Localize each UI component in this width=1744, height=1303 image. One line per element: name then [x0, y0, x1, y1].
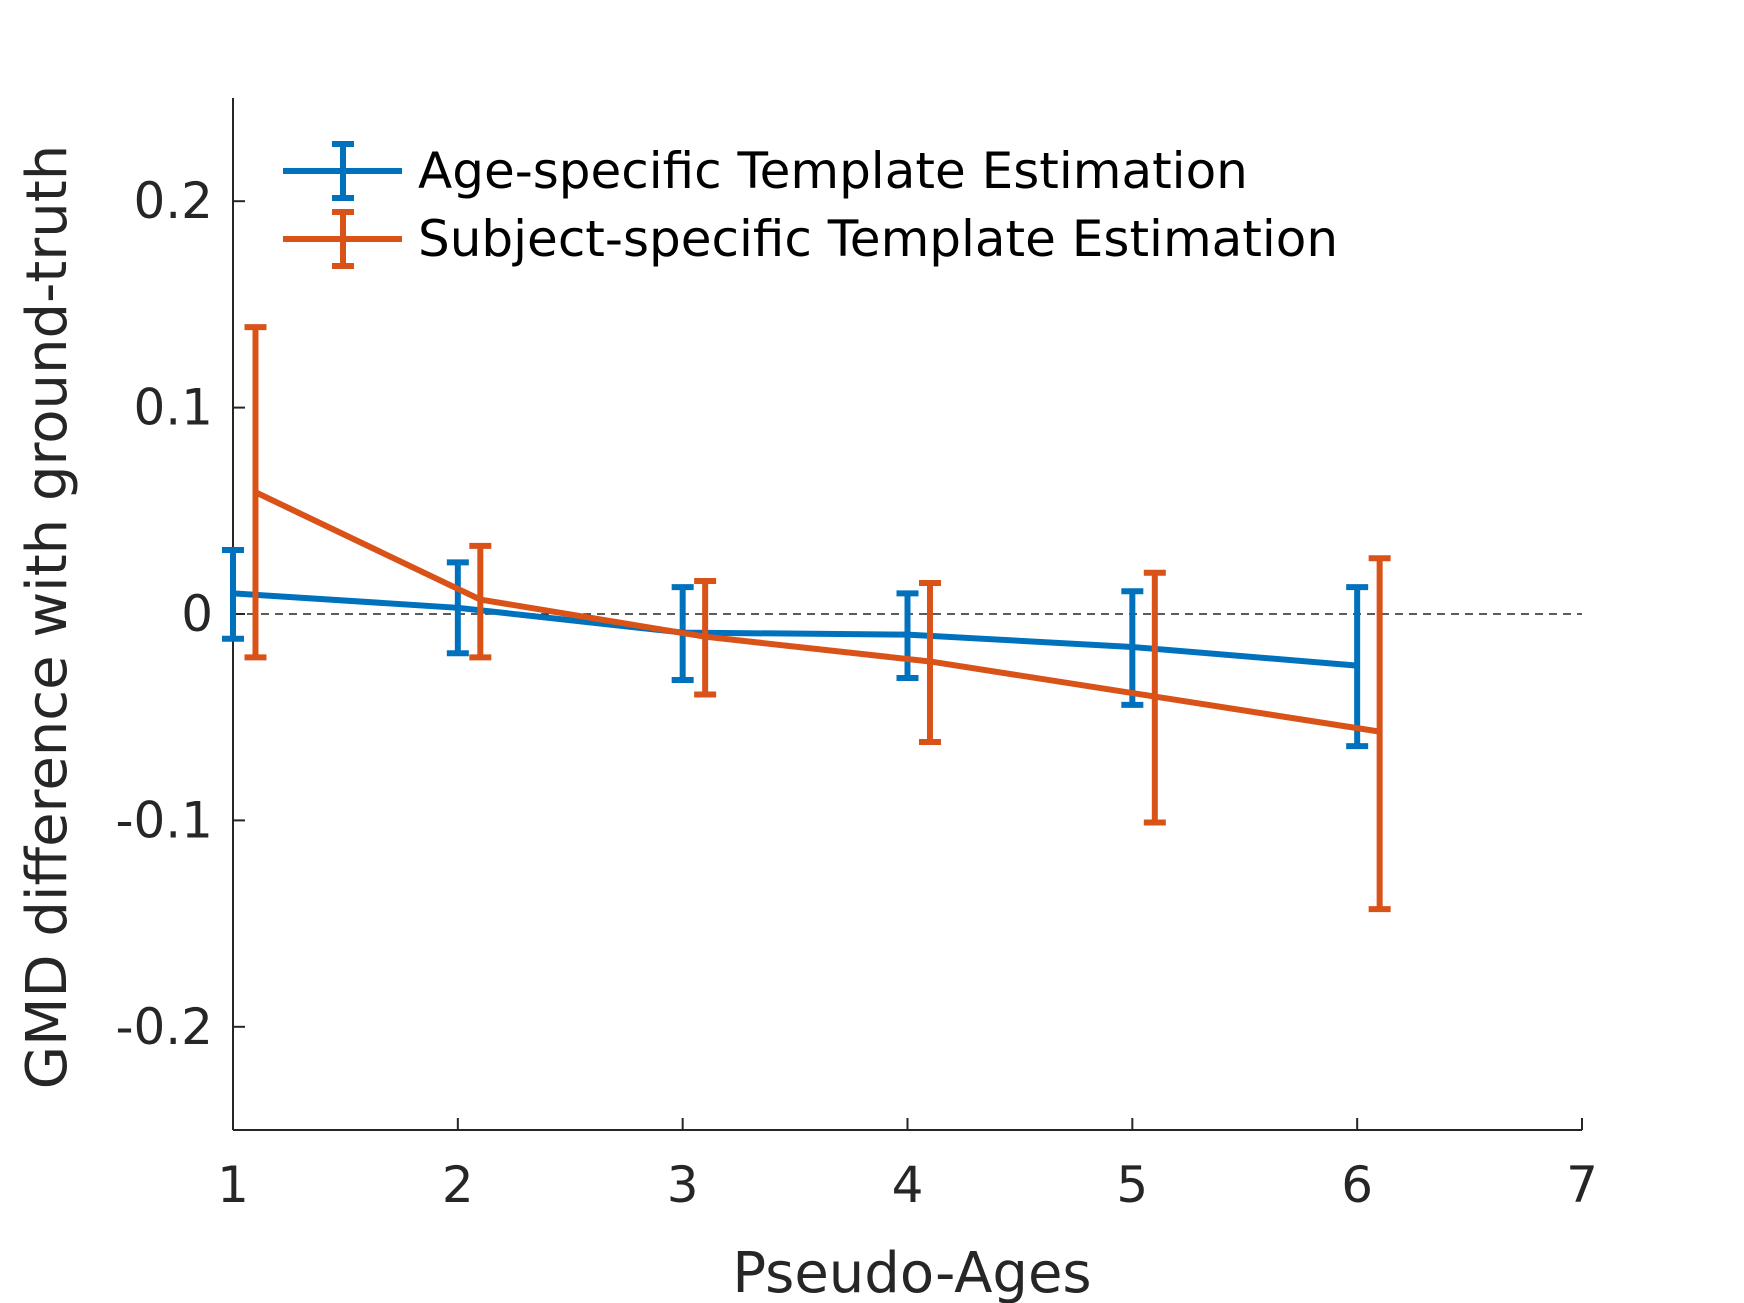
x-axis-label: Pseudo-Ages: [732, 1241, 1091, 1303]
y-axis-ticks: -0.2 -0.1 0 0.1 0.2: [115, 172, 245, 1056]
x-tick-label: 5: [1116, 1156, 1148, 1214]
x-tick-label: 1: [217, 1156, 249, 1214]
y-tick-label: 0.1: [133, 379, 213, 437]
series-line: [254, 489, 1381, 735]
legend-label: Subject-specific Template Estimation: [418, 210, 1338, 268]
x-axis-ticks: 1 2 3 4 5 6 7: [217, 1118, 1598, 1214]
y-axis-label: GMD difference with ground-truth: [15, 145, 80, 1089]
x-tick-label: 6: [1341, 1156, 1373, 1214]
legend-label: Age-specific Template Estimation: [418, 142, 1248, 200]
x-tick-label: 7: [1566, 1156, 1598, 1214]
series-layer: [222, 324, 1391, 913]
y-tick-label: -0.2: [115, 998, 213, 1056]
x-tick-label: 4: [892, 1156, 924, 1214]
y-tick-label: 0.2: [133, 172, 213, 230]
series-2: [244, 324, 1391, 913]
series-line: [232, 590, 1358, 669]
x-tick-label: 2: [442, 1156, 474, 1214]
legend-item-1: Age-specific Template Estimation: [283, 141, 1248, 201]
y-tick-label: -0.1: [115, 791, 213, 849]
legend: Age-specific Template Estimation Subject-…: [283, 141, 1338, 269]
series-1: [222, 547, 1369, 750]
y-tick-label: 0: [181, 585, 213, 643]
x-tick-label: 3: [667, 1156, 699, 1214]
legend-item-2: Subject-specific Template Estimation: [283, 209, 1338, 269]
